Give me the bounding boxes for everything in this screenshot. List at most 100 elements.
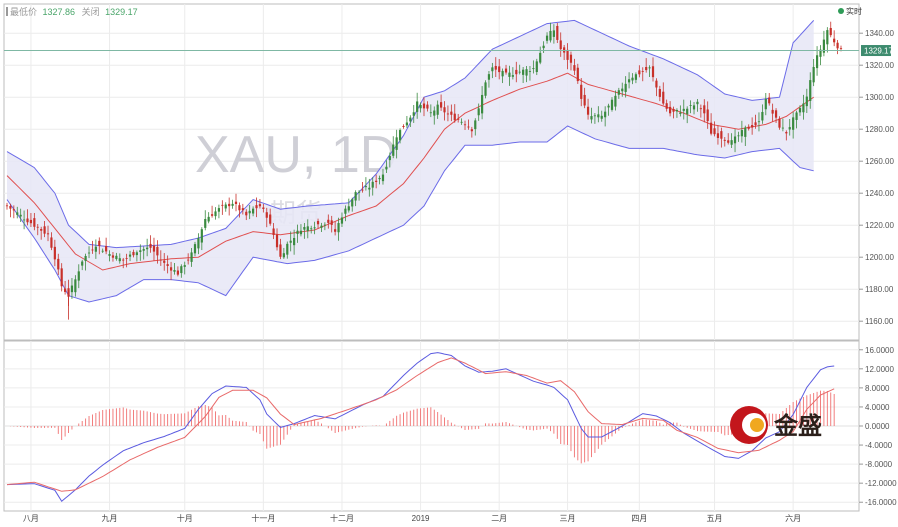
candle-body xyxy=(696,101,699,105)
candle-body xyxy=(94,246,97,252)
candle-body xyxy=(631,77,634,81)
candle-body xyxy=(450,111,453,115)
candle-body xyxy=(768,97,771,104)
candle-body xyxy=(610,99,614,110)
candle-body xyxy=(231,203,234,206)
current-price-badge-text: 1329.17 xyxy=(864,47,893,56)
candle-body xyxy=(357,191,361,193)
candle-body xyxy=(26,218,29,223)
candle-body xyxy=(105,246,108,252)
candle-body xyxy=(74,279,77,293)
candle-body xyxy=(251,208,255,214)
candle-body xyxy=(446,113,450,115)
candle-body xyxy=(805,96,808,107)
candle-body xyxy=(658,89,661,97)
candle-body xyxy=(710,122,713,134)
candle-body xyxy=(593,115,597,117)
candle-body xyxy=(429,112,432,114)
candle-body xyxy=(706,109,709,122)
macd-tick-label: 0.0000 xyxy=(865,422,890,431)
candle-body xyxy=(641,71,644,72)
price-tick-label: 1260.00 xyxy=(865,157,894,166)
candle-body xyxy=(422,103,426,109)
candle-body xyxy=(467,126,470,128)
x-tick-label: 三月 xyxy=(560,514,576,523)
candle-body xyxy=(84,255,87,261)
candle-body xyxy=(522,69,525,75)
candle-body xyxy=(354,192,357,201)
candle-body xyxy=(282,253,285,258)
candle-body xyxy=(87,252,91,254)
price-tick-label: 1200.00 xyxy=(865,253,894,262)
candle-body xyxy=(269,214,272,224)
candle-body xyxy=(689,105,692,106)
candle-body xyxy=(621,88,624,92)
candle-body xyxy=(351,199,354,207)
candle-body xyxy=(323,224,326,226)
candle-body xyxy=(197,238,200,249)
candle-body xyxy=(833,38,836,43)
candle-body xyxy=(463,124,467,126)
candle-body xyxy=(433,110,436,116)
logo-dot-icon xyxy=(750,418,764,432)
candle-body xyxy=(484,82,487,96)
candle-body xyxy=(132,251,135,256)
live-label[interactable]: 实时 xyxy=(846,6,862,16)
macd-tick-label: -8.0000 xyxy=(865,460,893,469)
candle-body xyxy=(740,130,743,137)
candle-body xyxy=(316,220,320,225)
macd-tick-label: 12.0000 xyxy=(865,365,894,374)
candle-body xyxy=(115,255,118,260)
candle-body xyxy=(556,25,559,40)
candle-body xyxy=(176,270,180,275)
candle-body xyxy=(812,66,815,83)
candle-body xyxy=(785,132,788,134)
price-tick-label: 1340.00 xyxy=(865,29,894,38)
candle-body xyxy=(289,240,292,243)
candle-body xyxy=(535,61,538,73)
candle-body xyxy=(241,208,244,211)
candle-body xyxy=(692,105,696,110)
candle-body xyxy=(518,71,521,73)
candle-body xyxy=(645,66,648,71)
x-axis: 八月 九月 十月 十一月 十二月 2019 二月 三月 四月 五月 六月 xyxy=(23,513,801,523)
candle-body xyxy=(525,69,528,76)
candle-body xyxy=(457,118,460,120)
candle-body xyxy=(118,258,121,262)
candle-body xyxy=(128,254,132,257)
candle-body xyxy=(57,258,60,270)
candle-body xyxy=(395,137,398,150)
candle-body xyxy=(494,65,497,70)
candle-body xyxy=(371,181,374,188)
brand-logo: 金盛 xyxy=(730,406,822,444)
candle-body xyxy=(43,226,46,234)
candle-body xyxy=(672,108,675,112)
macd-tick-label: -16.0000 xyxy=(865,498,897,507)
candle-body xyxy=(207,216,210,222)
candle-body xyxy=(795,112,798,120)
candle-body xyxy=(378,177,381,180)
candle-body xyxy=(166,264,169,266)
candle-body xyxy=(819,49,822,57)
macd-tick-label: -4.0000 xyxy=(865,441,893,450)
x-tick-label: 2019 xyxy=(412,514,430,523)
candle-body xyxy=(9,205,12,209)
candle-body xyxy=(624,83,627,92)
candle-body xyxy=(751,125,754,128)
price-y-axis: 1340.00 1320.00 1300.00 1280.00 1260.00 1240.… xyxy=(859,29,894,326)
candle-body xyxy=(839,48,843,49)
candle-body xyxy=(234,201,238,204)
candle-body xyxy=(764,98,767,110)
candle-body xyxy=(152,245,156,252)
candle-body xyxy=(81,261,84,266)
candle-body xyxy=(50,237,53,248)
candle-body xyxy=(491,67,494,72)
candle-body xyxy=(549,30,552,41)
candle-body xyxy=(792,117,795,130)
watermark-symbol: XAU, 1D xyxy=(195,126,397,184)
x-tick-label: 六月 xyxy=(785,513,801,523)
candle-body xyxy=(210,214,214,216)
candle-body xyxy=(774,110,778,118)
macd-signal-line xyxy=(6,357,835,492)
candle-body xyxy=(576,67,579,82)
